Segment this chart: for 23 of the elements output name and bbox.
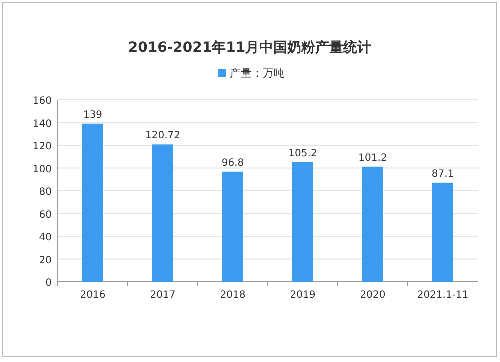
- x-tick-label: 2018: [220, 290, 246, 301]
- y-tick-label: 100: [32, 164, 52, 176]
- x-tick-label: 2017: [150, 290, 176, 301]
- x-tick-label: 2016: [80, 290, 106, 301]
- data-label: 120.72: [146, 130, 180, 142]
- data-label: 101.2: [358, 152, 388, 164]
- y-tick-label: 0: [46, 278, 52, 289]
- y-tick-label: 120: [32, 142, 52, 152]
- y-tick-label: 20: [39, 255, 52, 266]
- data-label: 96.8: [222, 158, 244, 169]
- legend-label: 产量：万吨: [230, 67, 285, 80]
- title: 2016-2021年11月中国奶粉产量统计: [128, 40, 372, 56]
- data-label: 105.2: [288, 148, 318, 160]
- y-tick-label: 40: [39, 232, 52, 244]
- data-label: 139: [83, 110, 103, 121]
- y-tick-label: 160: [32, 96, 52, 107]
- y-tick-label: 80: [39, 187, 52, 198]
- data-label: 87.1: [432, 168, 454, 180]
- x-tick-label: 2019: [290, 290, 316, 301]
- y-tick-label: 140: [32, 118, 52, 130]
- y-tick-label: 60: [39, 210, 52, 221]
- x-tick-label: 2020: [360, 290, 386, 301]
- x-tick-label: 2021.1-11: [417, 290, 469, 301]
